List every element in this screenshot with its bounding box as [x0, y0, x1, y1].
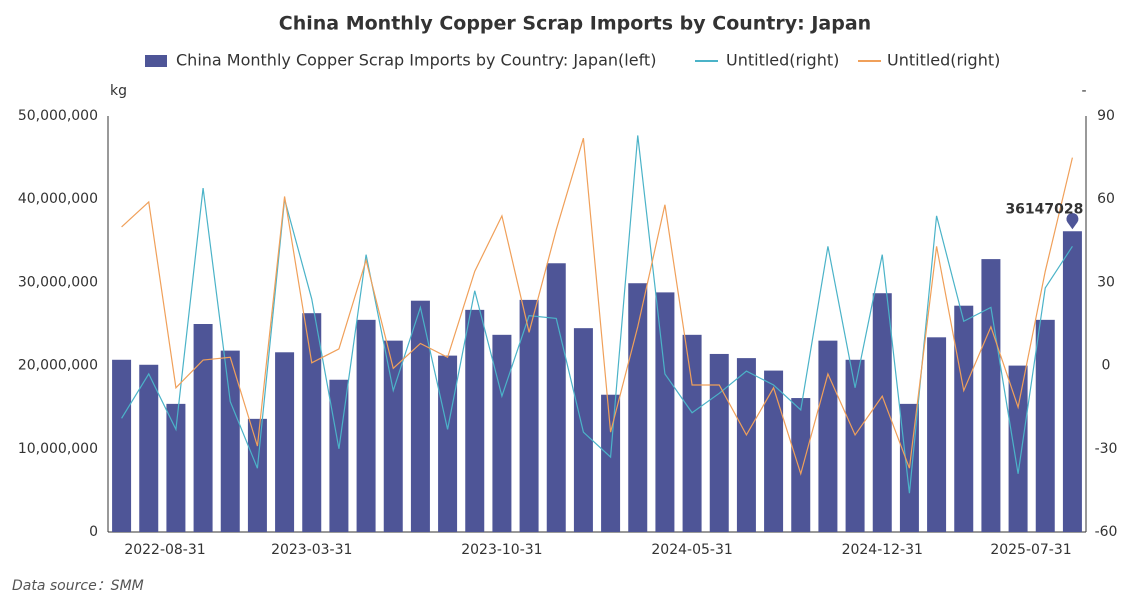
bar [628, 283, 648, 532]
source: Data source：SMM [12, 578, 144, 594]
bar [546, 263, 566, 532]
bar [356, 319, 376, 532]
y-tick-label: 30,000,000 [18, 274, 98, 290]
bar [1062, 231, 1082, 533]
x-tick-label: 2024-12-31 [842, 542, 923, 558]
bar [981, 259, 1001, 532]
bar [682, 334, 702, 532]
y-tick-label: 40,000,000 [18, 191, 98, 207]
bar [166, 403, 186, 532]
y-tick-label: 50,000,000 [18, 108, 98, 124]
y2-tick-label: 60 [1097, 191, 1115, 207]
line [121, 138, 1074, 476]
x-tick-label: 2023-03-31 [271, 542, 352, 558]
bar [112, 359, 132, 532]
bar [1008, 365, 1028, 532]
bar [764, 370, 784, 532]
legend-label: Untitled(right) [726, 51, 839, 70]
bar [519, 299, 539, 532]
y2-tick-label: 30 [1097, 274, 1115, 290]
y2-tick-label: -30 [1095, 441, 1118, 457]
bar [655, 292, 675, 532]
x-tick-label: 2023-10-31 [461, 542, 542, 558]
bar [736, 358, 756, 532]
y2-tick-label: 90 [1097, 108, 1115, 124]
bar [465, 309, 485, 532]
x-tick-label: 2025-07-31 [990, 542, 1071, 558]
bar [275, 352, 295, 532]
bar [302, 313, 322, 532]
bar [845, 359, 865, 532]
bar [383, 340, 403, 532]
x-tick-label: 2022-08-31 [124, 542, 205, 558]
y2-unit: - [1081, 83, 1086, 99]
y-tick-label: 20,000,000 [18, 358, 98, 374]
chart-title: China Monthly Copper Scrap Imports by Co… [279, 13, 871, 35]
bar [193, 324, 213, 532]
bar [601, 394, 621, 532]
y-tick-label: 0 [89, 524, 98, 540]
bar [709, 353, 729, 532]
bar [791, 398, 811, 532]
bar [872, 293, 892, 532]
bar [247, 418, 267, 532]
legend-label: Untitled(right) [887, 51, 1000, 70]
bar [954, 305, 974, 532]
marker-pin [1066, 212, 1079, 230]
y2-tick-label: 0 [1102, 358, 1111, 374]
value-label: 36147028 [1005, 201, 1083, 217]
x-tick-label: 2024-05-31 [651, 542, 732, 558]
bar [1035, 319, 1055, 532]
legend-label: China Monthly Copper Scrap Imports by Co… [176, 51, 656, 70]
bar [438, 355, 458, 532]
bar [927, 337, 947, 532]
bar [492, 334, 512, 532]
bar [220, 350, 240, 532]
y-tick-label: 10,000,000 [18, 441, 98, 457]
y2-tick-label: -60 [1095, 524, 1118, 540]
line [121, 135, 1073, 494]
bar [139, 364, 159, 532]
bar [818, 340, 838, 532]
legend-swatch [145, 55, 167, 67]
bar [410, 300, 430, 532]
y-unit: kg [110, 83, 127, 99]
